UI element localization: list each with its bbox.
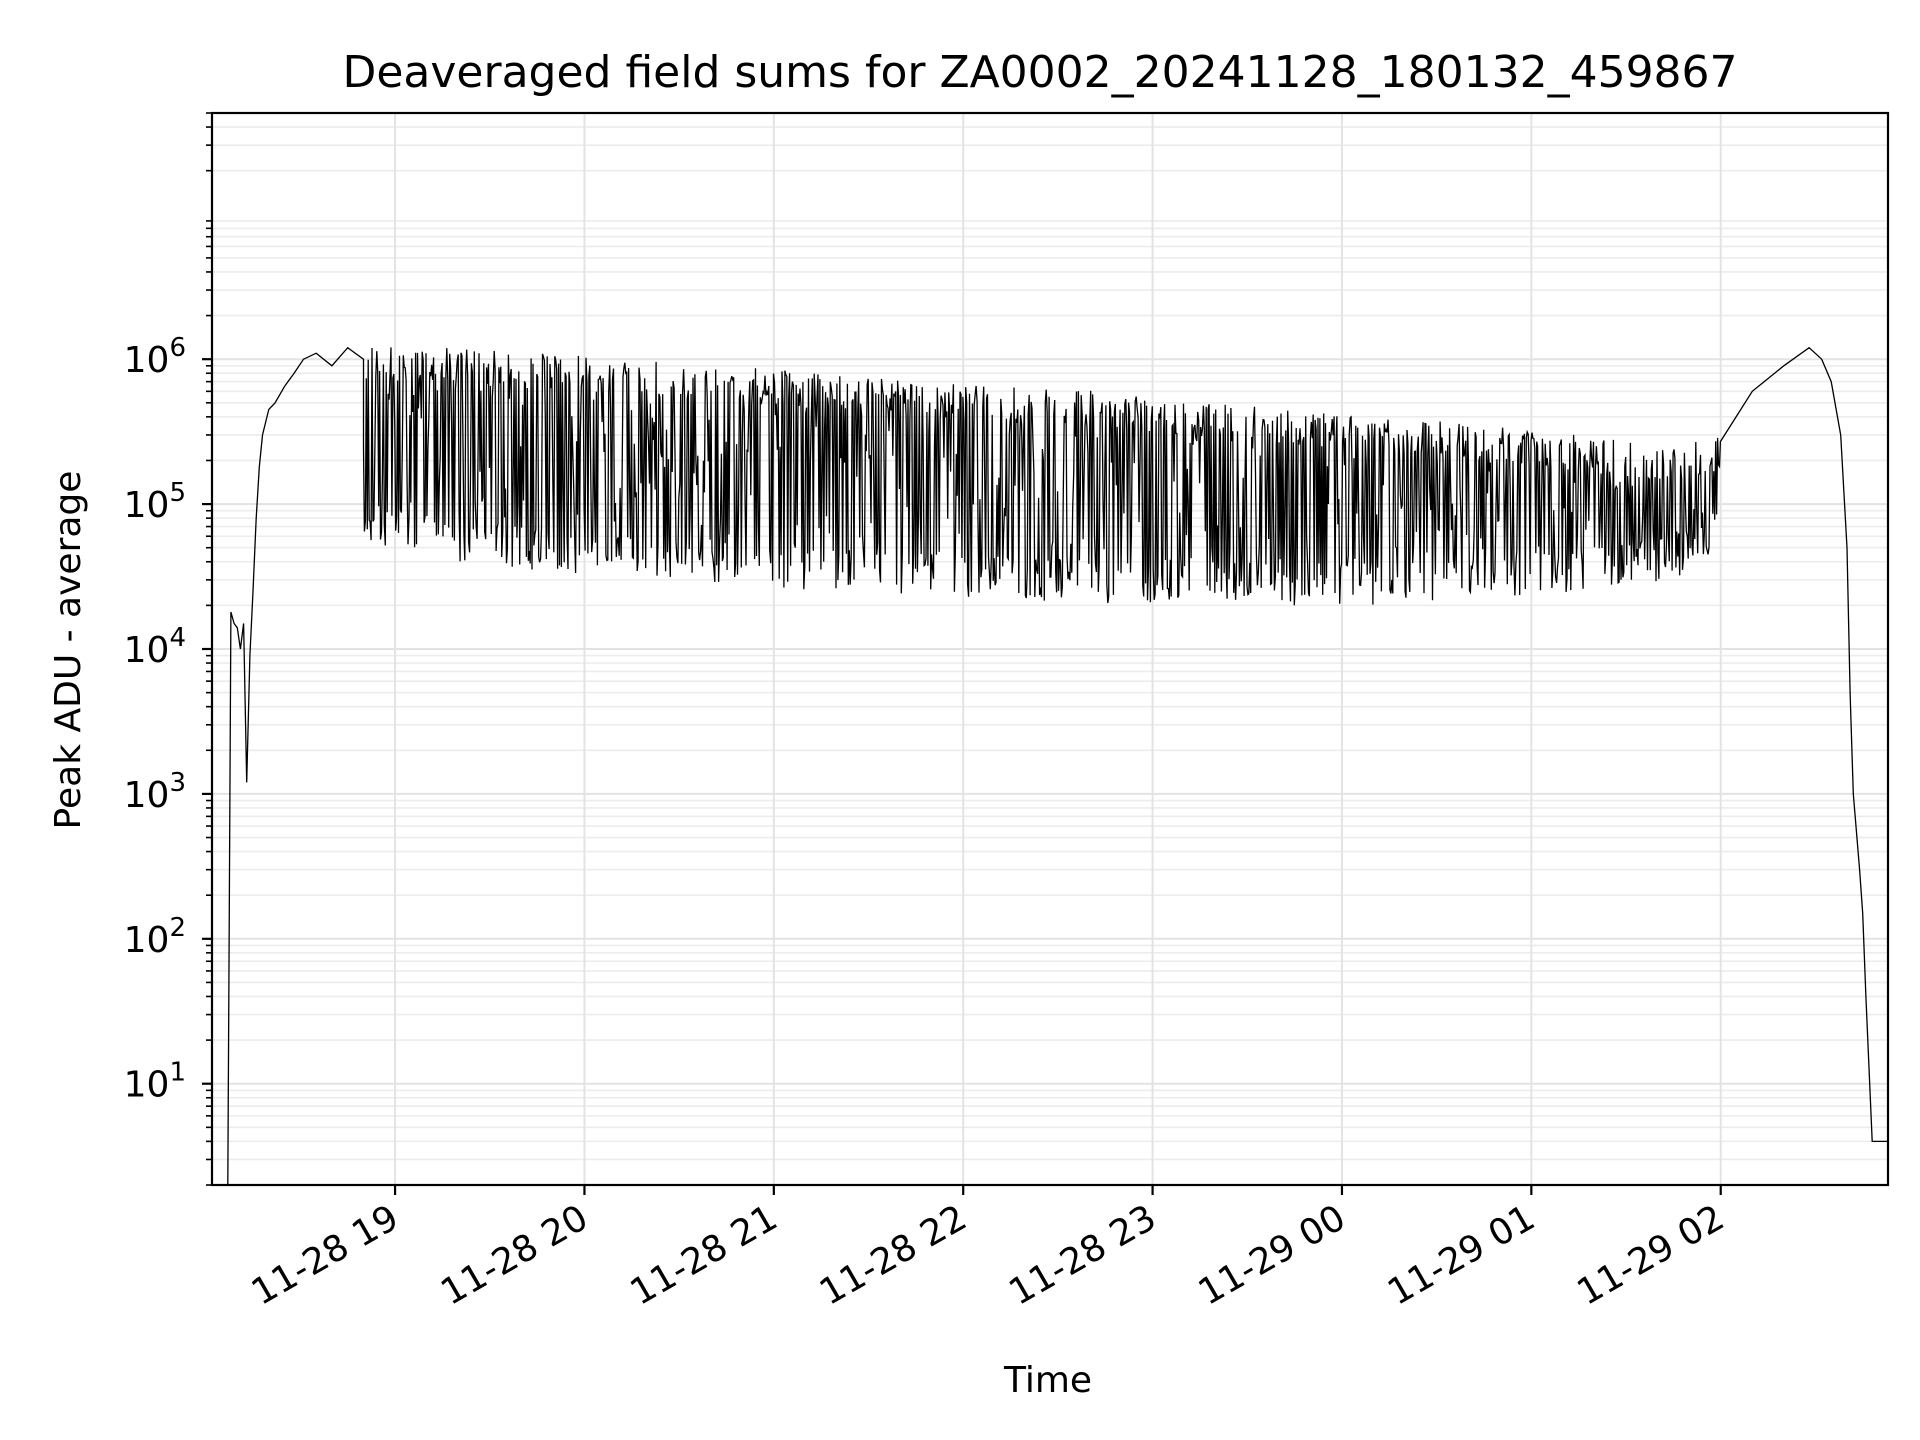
y-axis-label: Peak ADU - average (48, 471, 89, 830)
y-tick-label: 106 (124, 333, 186, 381)
y-tick-label: 101 (124, 1058, 186, 1106)
y-tick-label: 105 (124, 478, 186, 526)
series-line (227, 346, 1888, 1186)
y-tick-label: 104 (124, 623, 186, 671)
series-layer (227, 346, 1888, 1186)
y-tick-label: 102 (124, 913, 186, 961)
x-axis-label: Time (1003, 1360, 1092, 1401)
y-tick-label: 103 (124, 768, 186, 816)
chart-title: Deaveraged field sums for ZA0002_2024112… (342, 47, 1737, 98)
